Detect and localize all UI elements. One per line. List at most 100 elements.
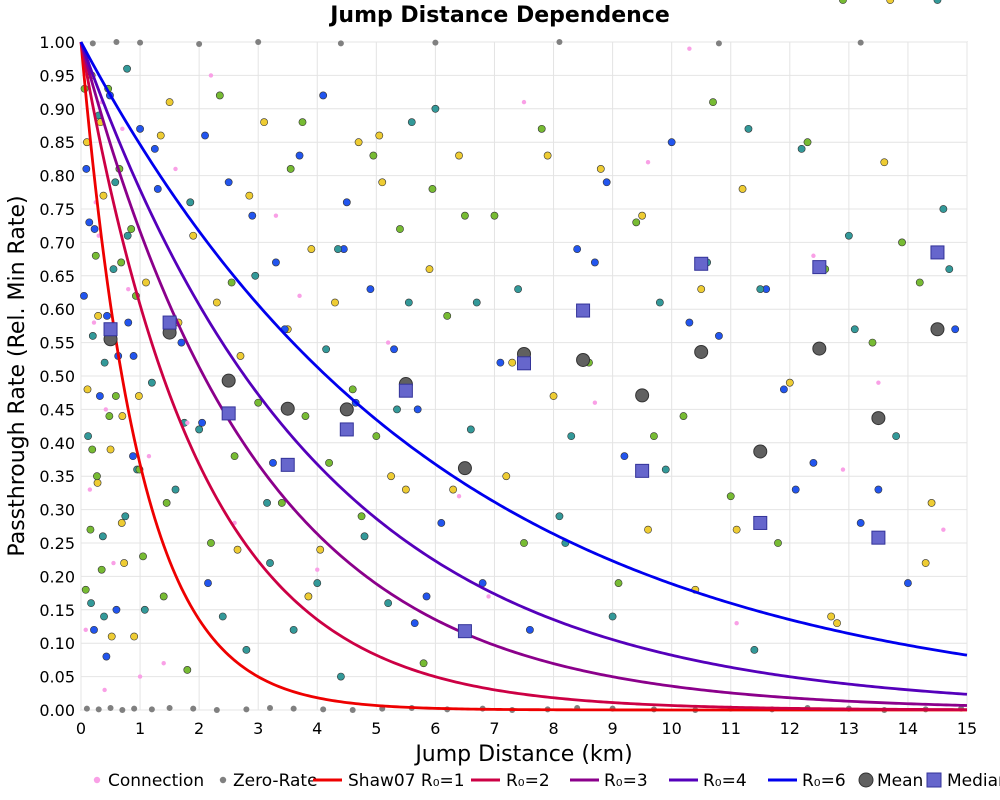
scatter-point (927, 499, 936, 507)
scatter-point (117, 258, 126, 267)
scatter-point (726, 492, 735, 501)
chart-title: Jump Distance Dependence (328, 3, 670, 28)
scatter-point (661, 465, 670, 474)
scatter-point (387, 472, 395, 481)
scatter-point (159, 592, 168, 601)
scatter-point (224, 178, 233, 187)
scatter-point (422, 592, 431, 601)
y-tick-label: 0.90 (39, 100, 75, 119)
zero-rate-point (196, 41, 203, 48)
scatter-point (111, 392, 120, 400)
scatter-point (844, 231, 853, 240)
scatter-point (856, 519, 865, 527)
legend: Connection Zero-Rate Shaw07 R₀=1 R₀=2 R₀=3 R₀… (93, 771, 1000, 791)
scatter-point (130, 632, 139, 641)
scatter-point (685, 318, 694, 327)
connection-point (315, 567, 320, 572)
scatter-point (526, 625, 534, 634)
x-tick-label: 7 (489, 719, 499, 738)
mean-marker (280, 401, 295, 416)
x-tick-label: 11 (721, 719, 741, 738)
scatter-point (251, 271, 260, 280)
x-tick-label: 9 (608, 719, 618, 738)
scatter-point (93, 478, 102, 487)
scatter-point (396, 225, 404, 233)
scatter-point (915, 278, 924, 287)
connection-point (645, 160, 651, 165)
scatter-point (90, 625, 98, 634)
scatter-point (123, 64, 131, 73)
connection-point (687, 46, 692, 51)
connection-point (941, 527, 946, 532)
connection-point (126, 286, 131, 292)
y-axis-ticks: 0.00 0.05 0.10 0.15 0.20 0.25 0.30 0.35 0.40 0.45… (39, 33, 75, 720)
scatter-point (97, 565, 106, 574)
scatter-point (455, 151, 463, 160)
scatter-point (98, 532, 107, 541)
zero-rate-point (83, 705, 90, 712)
mean-marker (930, 322, 945, 337)
scatter-point (886, 0, 895, 4)
scatter-point (425, 265, 434, 274)
connection-point (161, 661, 166, 666)
scatter-point (803, 138, 812, 147)
connection-point (521, 99, 527, 105)
scatter-point (413, 405, 422, 414)
scatter-point (207, 539, 215, 547)
mean-marker (221, 373, 236, 388)
scatter-point (313, 579, 322, 587)
median-marker (339, 422, 354, 437)
y-tick-label: 0.10 (39, 634, 75, 653)
scatter-point (90, 225, 99, 233)
scatter-point (121, 512, 130, 521)
scatter-point (156, 131, 165, 140)
scatter-point (325, 458, 333, 467)
scatter-point (360, 532, 369, 541)
scatter-point (106, 445, 115, 454)
scatter-point (85, 218, 94, 227)
scatter-point (109, 265, 118, 274)
median-marker (103, 322, 118, 337)
scatter-point (375, 131, 384, 140)
scatter-point (254, 398, 263, 407)
scatter-point (496, 358, 505, 367)
scatter-point (833, 619, 841, 628)
scatter-point (933, 0, 942, 4)
connection-point (185, 420, 190, 425)
zero-rate-point (166, 704, 173, 711)
y-tick-label: 0.15 (39, 601, 75, 620)
scatter-point (537, 124, 546, 133)
median-marker (576, 303, 591, 318)
scatter-point (140, 605, 149, 614)
scatter-point (147, 378, 156, 387)
median-marker (221, 406, 236, 421)
y-tick-label: 0.20 (39, 567, 75, 586)
scatter-point (357, 512, 366, 521)
connection-point (120, 126, 125, 132)
connection-point (456, 494, 462, 499)
scatter-point (898, 238, 906, 247)
zero-rate-point (131, 705, 138, 712)
y-tick-label: 0.05 (39, 668, 75, 687)
zero-rate-point (857, 39, 864, 46)
connection-point (592, 400, 598, 405)
scatter-point (183, 666, 192, 674)
y-tick-label: 0.35 (39, 467, 75, 486)
scatter-point (165, 98, 174, 107)
x-tick-label: 3 (253, 719, 263, 738)
scatter-point (248, 211, 257, 220)
scatter-point (738, 185, 747, 193)
x-tick-label: 13 (839, 719, 859, 738)
scatter-point (245, 191, 254, 200)
scatter-point (88, 332, 97, 340)
mean-marker (576, 352, 591, 367)
x-tick-label: 1 (135, 719, 145, 738)
connection-point (734, 620, 739, 626)
scatter-point (103, 311, 111, 320)
scatter-point (142, 278, 150, 287)
scatter-point (124, 318, 133, 327)
scatter-point (91, 251, 100, 260)
scatter-point (667, 138, 676, 147)
scatter-point (81, 585, 90, 594)
legend-label: Zero-Rate (233, 771, 318, 791)
